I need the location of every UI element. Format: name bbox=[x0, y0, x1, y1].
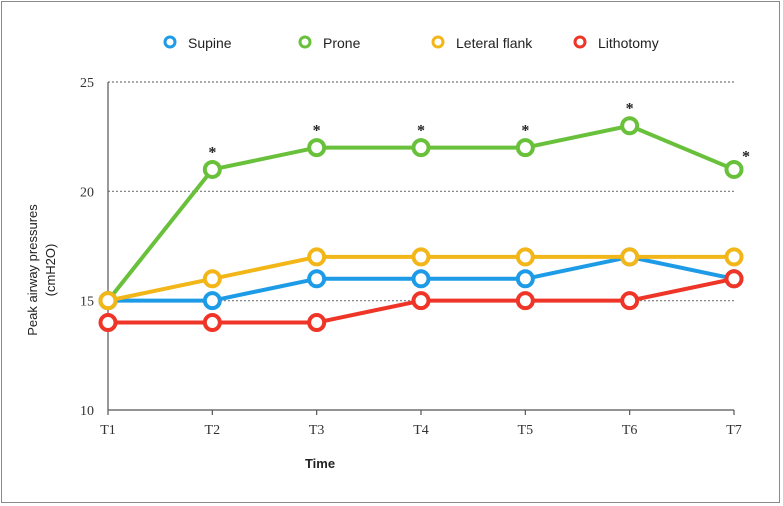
significance-asterisk: * bbox=[313, 123, 321, 140]
x-tick-label: T3 bbox=[309, 423, 325, 438]
data-point-leteral-flank bbox=[98, 291, 118, 311]
data-point-prone bbox=[515, 138, 535, 158]
legend-label: Supine bbox=[188, 35, 232, 51]
x-tick-label: T1 bbox=[100, 423, 116, 438]
y-axis-title-line2: (cmH2O) bbox=[43, 244, 58, 297]
significance-asterisk: * bbox=[626, 101, 634, 118]
significance-asterisk: * bbox=[521, 123, 529, 140]
x-ticks: T1 T2 T3 T4 T5 T6 T7 bbox=[100, 410, 742, 438]
legend-marker bbox=[298, 35, 312, 49]
data-point-leteral-flank bbox=[515, 247, 535, 267]
legend: Supine Prone Leteral flank Lithotomy bbox=[163, 35, 659, 51]
legend-item: Prone bbox=[298, 35, 361, 51]
data-point-lithotomy bbox=[98, 313, 118, 333]
legend-label: Leteral flank bbox=[456, 35, 533, 51]
grid bbox=[108, 81, 734, 302]
data-point-supine bbox=[307, 269, 327, 289]
data-point-leteral-flank bbox=[724, 247, 744, 267]
significance-asterisk: * bbox=[208, 144, 216, 161]
y-tick-label: 25 bbox=[80, 76, 94, 91]
series-lithotomy bbox=[98, 269, 744, 333]
data-point-prone bbox=[724, 159, 744, 179]
data-point-prone bbox=[411, 138, 431, 158]
significance-asterisk: * bbox=[417, 123, 425, 140]
data-point-lithotomy bbox=[724, 269, 744, 289]
x-axis-title: Time bbox=[305, 456, 335, 471]
data-point-lithotomy bbox=[515, 291, 535, 311]
data-point-supine bbox=[202, 291, 222, 311]
data-point-lithotomy bbox=[620, 291, 640, 311]
legend-item: Supine bbox=[163, 35, 232, 51]
x-tick-label: T5 bbox=[518, 423, 534, 438]
y-axis-title-line1: Peak airway pressures bbox=[25, 204, 40, 336]
y-tick-label: 20 bbox=[80, 185, 94, 200]
legend-marker bbox=[431, 35, 445, 49]
legend-marker bbox=[573, 35, 587, 49]
legend-item: Lithotomy bbox=[573, 35, 659, 51]
y-tick-label: 10 bbox=[80, 404, 94, 419]
data-point-lithotomy bbox=[202, 313, 222, 333]
data-point-lithotomy bbox=[307, 313, 327, 333]
series-leteral-flank bbox=[98, 247, 744, 311]
data-point-supine bbox=[411, 269, 431, 289]
data-point-supine bbox=[515, 269, 535, 289]
data-point-prone bbox=[620, 116, 640, 136]
data-point-prone bbox=[307, 138, 327, 158]
data-point-leteral-flank bbox=[620, 247, 640, 267]
data-point-leteral-flank bbox=[202, 269, 222, 289]
legend-label: Prone bbox=[323, 35, 361, 51]
x-tick-label: T6 bbox=[622, 423, 638, 438]
data-point-lithotomy bbox=[411, 291, 431, 311]
x-tick-label: T4 bbox=[413, 423, 429, 438]
data-point-prone bbox=[202, 159, 222, 179]
x-tick-label: T7 bbox=[726, 423, 742, 438]
y-tick-label: 15 bbox=[80, 295, 94, 310]
significance-asterisk: * bbox=[742, 148, 750, 165]
series-layer bbox=[98, 116, 744, 333]
legend-item: Leteral flank bbox=[431, 35, 533, 51]
significance-markers: * * * * * * bbox=[208, 101, 750, 166]
data-point-leteral-flank bbox=[411, 247, 431, 267]
data-point-leteral-flank bbox=[307, 247, 327, 267]
legend-label: Lithotomy bbox=[598, 35, 659, 51]
legend-marker bbox=[163, 35, 177, 49]
x-tick-label: T2 bbox=[205, 423, 221, 438]
y-ticks: 10 15 20 25 bbox=[80, 76, 94, 419]
